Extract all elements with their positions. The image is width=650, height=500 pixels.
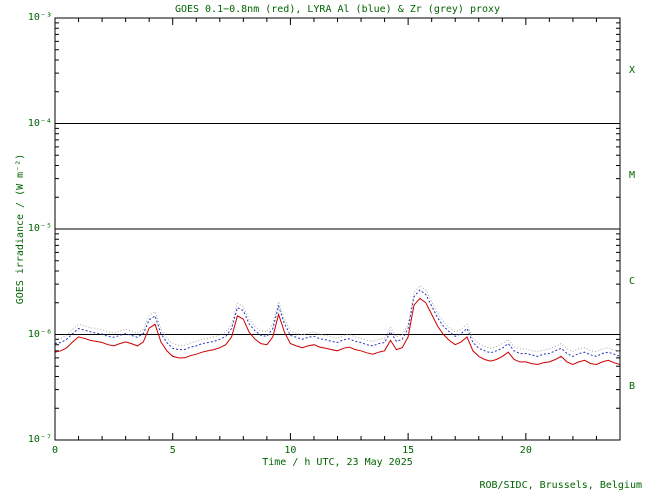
y-tick-label: 10⁻⁷ — [27, 434, 52, 445]
flare-class-label: X — [629, 64, 636, 76]
x-tick-label: 5 — [169, 445, 176, 456]
flare-class-label: M — [629, 170, 636, 182]
goes-series-line — [54, 297, 621, 366]
flare-class-label: B — [629, 381, 636, 393]
lyra-zr-series-line — [54, 285, 621, 353]
y-tick-label: 10⁻⁶ — [27, 328, 52, 340]
x-tick-label: 15 — [402, 445, 415, 456]
y-tick-label: 10⁻³ — [27, 12, 52, 23]
y-tick-label: 10⁻⁵ — [27, 223, 52, 234]
x-tick-label: 10 — [284, 445, 297, 456]
lyra-al-series-line — [54, 289, 621, 357]
credit-text: ROB/SIDC, Brussels, Belgium — [479, 480, 642, 491]
chart-title: GOES 0.1−0.8nm (red), LYRA Al (blue) & Z… — [174, 4, 501, 15]
x-tick-label: 20 — [519, 445, 532, 456]
plot-frame — [54, 17, 621, 441]
y-tick-label: 10⁻⁴ — [27, 117, 52, 129]
x-tick-label: 0 — [51, 445, 59, 456]
flare-class-label: C — [629, 275, 636, 287]
minor-ticks — [55, 18, 621, 440]
x-axis-label: Time / h UTC, 23 May 2025 — [262, 457, 413, 468]
